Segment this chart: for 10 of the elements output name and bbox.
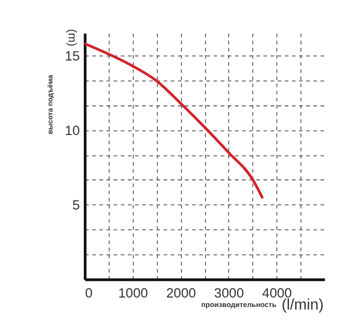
x-tick-label: 3000 — [214, 286, 244, 301]
y-tick-label: 15 — [64, 48, 80, 64]
y-tick-label: 5 — [72, 198, 80, 213]
text: (m) — [66, 29, 78, 46]
text: (l/min) — [282, 296, 324, 314]
x-tick-label: 2000 — [166, 286, 196, 301]
x-tick-label: 1000 — [118, 286, 148, 301]
line-series — [84, 42, 264, 199]
x-tick-label: 0 — [85, 286, 93, 301]
y-tick-label: 10 — [64, 123, 80, 138]
